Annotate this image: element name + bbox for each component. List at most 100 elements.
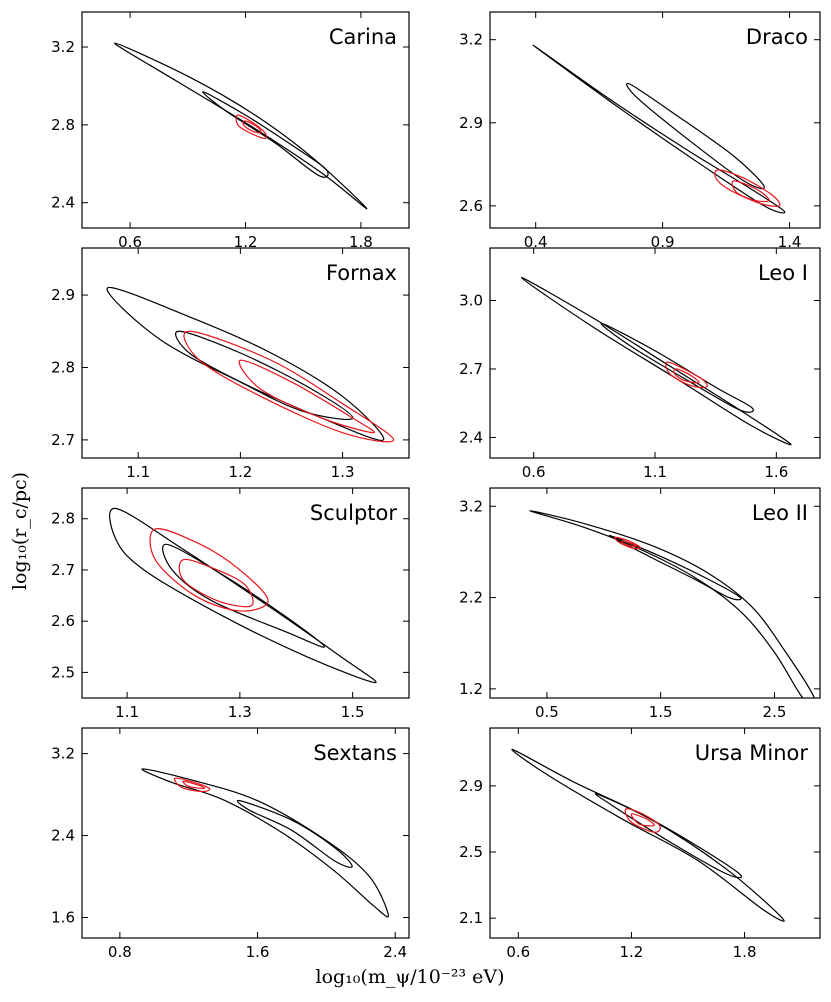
- y-axis-label: log₁₀(r_c/pc): [9, 472, 31, 590]
- panel-frame: [81, 487, 410, 699]
- x-tick-label: 1.5: [649, 703, 673, 721]
- panel-title: Carina: [329, 25, 397, 49]
- y-tick-label: 2.6: [459, 197, 483, 215]
- panel-frame: [81, 247, 410, 459]
- contour-red-inner: [630, 813, 655, 827]
- panel-frame: [489, 11, 821, 229]
- panel-ursa-minor: 0.6 1.2 1.8 2.1 2.5 2.9 Ursa Minor: [459, 727, 821, 961]
- y-tick-label: 2.8: [51, 358, 75, 376]
- panel-sextans: 0.8 1.6 2.4 1.6 2.4 3.2 Sextans: [51, 727, 410, 961]
- x-tick-label: 1.4: [778, 233, 802, 251]
- y-tick-label: 2.6: [51, 612, 75, 630]
- contour-black-outer: [114, 42, 368, 210]
- y-tick-label: 1.2: [459, 680, 483, 698]
- contour-black-outer: [109, 507, 377, 684]
- contour-red-outer: [183, 330, 395, 443]
- y-tick-label: 2.2: [459, 589, 483, 607]
- panel-title: Leo I: [758, 261, 808, 285]
- contour-group: [529, 510, 815, 698]
- panel-carina: 0.6 1.2 1.8 2.4 2.8 3.2 Carina: [51, 11, 410, 251]
- y-tick-label: 3.2: [459, 31, 483, 49]
- x-tick-label: 0.5: [535, 703, 559, 721]
- panel-leo-ii: 0.5 1.5 2.5 1.2 2.2 3.2 Leo II: [459, 487, 821, 721]
- panel-title: Leo II: [752, 501, 808, 525]
- contour-black-outer: [520, 277, 792, 446]
- contour-black-outer: [141, 768, 389, 918]
- contour-red-inner: [238, 359, 375, 434]
- x-tick-label: 1.6: [764, 463, 788, 481]
- panel-sculptor: 1.1 1.3 1.5 2.5 2.6 2.7 2.8 Sculptor: [51, 487, 410, 721]
- x-tick-label: 1.2: [228, 463, 252, 481]
- contour-black-inner: [175, 330, 354, 421]
- contour-black-inner: [608, 534, 742, 601]
- panel-draco: 0.4 0.9 1.4 2.6 2.9 3.2 Draco: [459, 11, 821, 251]
- contour-black-inner: [594, 793, 743, 879]
- y-tick-label: 2.8: [51, 116, 75, 134]
- x-tick-label: 2.4: [383, 943, 407, 961]
- contour-group: [141, 768, 389, 918]
- panel-title: Fornax: [326, 261, 397, 285]
- y-tick-label: 3.2: [51, 745, 75, 763]
- contour-group: [520, 277, 792, 446]
- panel-fornax: 1.1 1.2 1.3 2.7 2.8 2.9 Fornax: [51, 247, 410, 481]
- x-tick-label: 0.4: [524, 233, 548, 251]
- y-tick-label: 2.7: [51, 431, 75, 449]
- contour-red-outer: [624, 808, 661, 833]
- y-tick-label: 3.2: [51, 38, 75, 56]
- contour-group: [532, 44, 786, 214]
- contour-red-outer: [235, 114, 268, 140]
- contour-black-outer: [511, 748, 785, 922]
- contour-red-inner: [242, 120, 262, 134]
- y-tick-label: 2.4: [51, 827, 75, 845]
- x-tick-label: 1.1: [643, 463, 667, 481]
- panel-frame: [489, 487, 821, 699]
- x-axis-label: log₁₀(m_ψ/10⁻²³ eV): [316, 966, 505, 988]
- y-tick-label: 2.8: [51, 510, 75, 528]
- y-tick-label: 2.7: [51, 561, 75, 579]
- y-tick-label: 1.6: [51, 909, 75, 927]
- panel-title: Draco: [746, 25, 808, 49]
- contour-red-inner: [673, 368, 700, 384]
- contour-group: [109, 507, 377, 684]
- contour-black-inner: [202, 91, 329, 178]
- panel-frame: [81, 727, 410, 939]
- contour-red-outer: [614, 536, 641, 550]
- contour-black-outer: [529, 510, 815, 698]
- contour-red-outer: [665, 361, 708, 389]
- contour-black-outer: [532, 44, 786, 214]
- x-tick-label: 1.3: [228, 703, 252, 721]
- contour-group: [106, 286, 395, 443]
- x-tick-label: 1.6: [246, 943, 270, 961]
- x-tick-label: 1.1: [115, 703, 139, 721]
- panel-title: Sculptor: [310, 501, 397, 525]
- x-tick-label: 1.8: [733, 943, 757, 961]
- x-tick-label: 0.9: [651, 233, 675, 251]
- y-tick-label: 2.5: [459, 843, 483, 861]
- x-tick-label: 0.6: [522, 463, 546, 481]
- panel-title: Sextans: [313, 741, 397, 765]
- x-tick-label: 0.8: [108, 943, 132, 961]
- x-tick-label: 1.1: [126, 463, 150, 481]
- y-tick-label: 2.9: [51, 286, 75, 304]
- contour-red-inner: [182, 780, 206, 790]
- contour-red-outer: [149, 528, 269, 612]
- panel-leo-i: 0.6 1.1 1.6 2.4 2.7 3.0 Leo I: [459, 247, 821, 481]
- x-tick-label: 0.6: [118, 233, 142, 251]
- x-tick-label: 1.2: [234, 233, 258, 251]
- y-tick-label: 2.7: [459, 360, 483, 378]
- y-tick-label: 2.4: [459, 428, 483, 446]
- contour-black-outer: [106, 286, 385, 442]
- panel-frame: [489, 727, 821, 939]
- contour-black-inner: [162, 543, 326, 648]
- y-tick-label: 2.4: [51, 194, 75, 212]
- contour-red-outer: [714, 169, 781, 207]
- contour-red-inner: [621, 540, 637, 548]
- contour-group: [114, 42, 368, 210]
- contour-black-inner: [600, 322, 754, 413]
- contour-black-inner: [236, 799, 353, 868]
- contour-red-outer: [173, 777, 211, 793]
- contour-group: [511, 748, 785, 922]
- y-tick-label: 2.5: [51, 663, 75, 681]
- contour-red-inner: [731, 180, 770, 203]
